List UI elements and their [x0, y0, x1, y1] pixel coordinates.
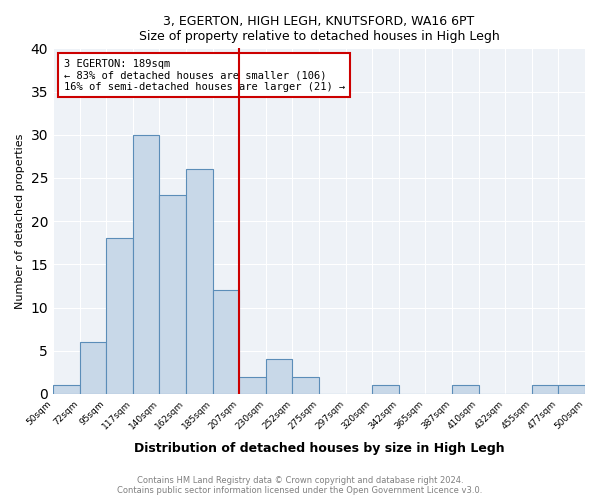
X-axis label: Distribution of detached houses by size in High Legh: Distribution of detached houses by size …	[134, 442, 505, 455]
Bar	[133, 134, 160, 394]
Bar	[452, 386, 479, 394]
Text: Contains HM Land Registry data © Crown copyright and database right 2024.
Contai: Contains HM Land Registry data © Crown c…	[118, 476, 482, 495]
Bar	[106, 238, 133, 394]
Bar	[80, 342, 106, 394]
Bar	[292, 376, 319, 394]
Bar	[186, 170, 212, 394]
Bar	[372, 386, 399, 394]
Bar	[532, 386, 559, 394]
Bar	[212, 290, 239, 394]
Y-axis label: Number of detached properties: Number of detached properties	[15, 134, 25, 309]
Bar	[160, 195, 186, 394]
Bar	[266, 360, 292, 394]
Bar	[559, 386, 585, 394]
Title: 3, EGERTON, HIGH LEGH, KNUTSFORD, WA16 6PT
Size of property relative to detached: 3, EGERTON, HIGH LEGH, KNUTSFORD, WA16 6…	[139, 15, 499, 43]
Bar	[53, 386, 80, 394]
Bar	[239, 376, 266, 394]
Text: 3 EGERTON: 189sqm
← 83% of detached houses are smaller (106)
16% of semi-detache: 3 EGERTON: 189sqm ← 83% of detached hous…	[64, 58, 345, 92]
